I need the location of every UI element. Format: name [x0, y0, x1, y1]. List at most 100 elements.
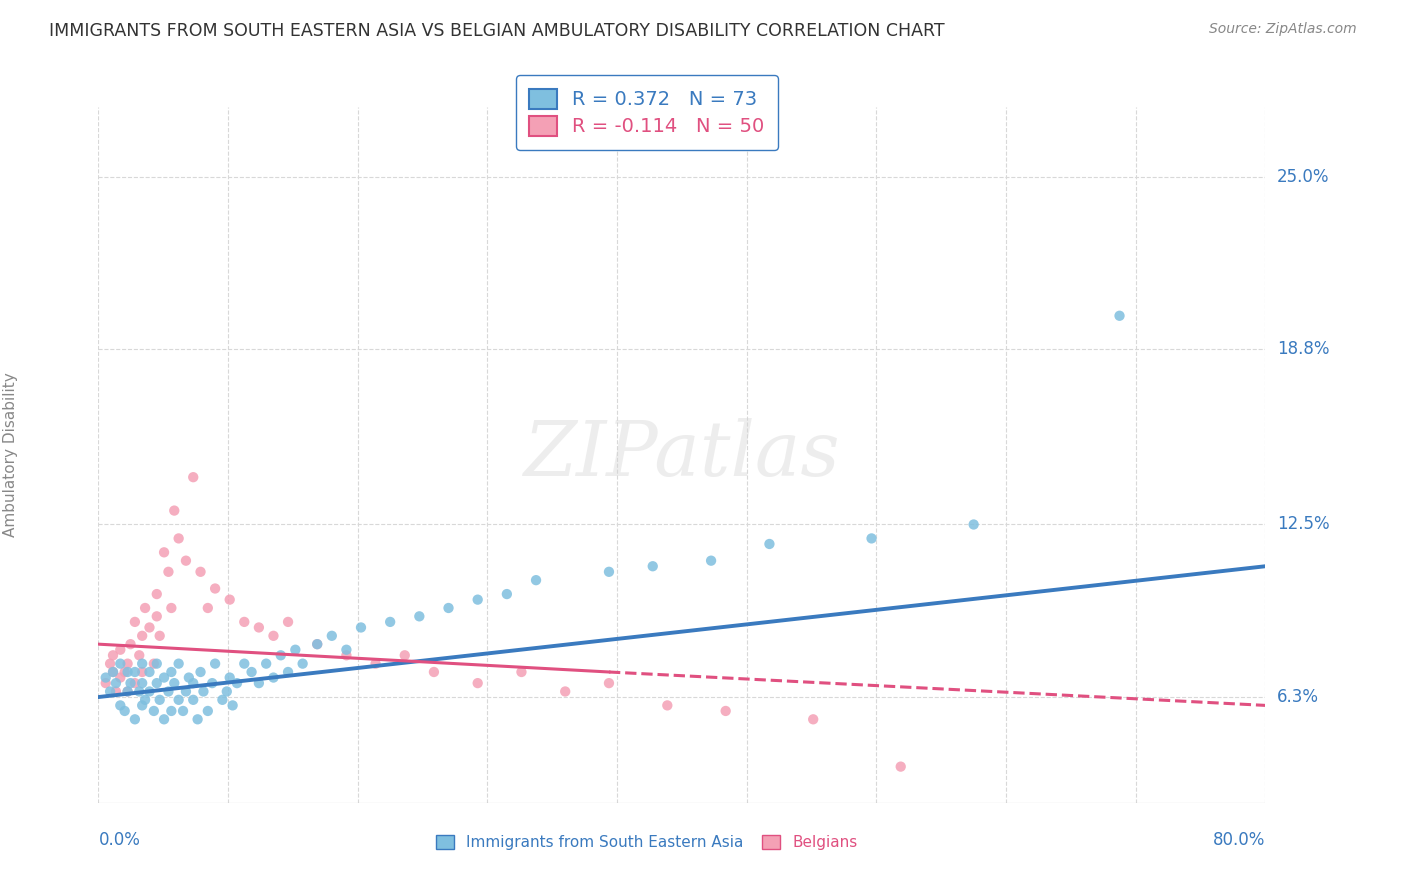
Point — [181, 676, 204, 690]
Point — [120, 637, 142, 651]
Point — [167, 657, 190, 671]
Point — [291, 657, 314, 671]
Point — [153, 545, 176, 559]
Point — [467, 676, 489, 690]
Point — [138, 684, 160, 698]
Point — [128, 684, 150, 698]
Point — [153, 671, 176, 685]
Text: ZIPatlas: ZIPatlas — [523, 418, 841, 491]
Point — [204, 657, 226, 671]
Point — [335, 642, 357, 657]
Point — [157, 565, 180, 579]
Point — [890, 759, 912, 773]
Point — [307, 637, 329, 651]
Point — [138, 665, 160, 679]
Point — [254, 657, 277, 671]
Point — [394, 648, 416, 663]
Point — [134, 601, 156, 615]
Point — [104, 676, 127, 690]
Point — [167, 693, 190, 707]
Point — [146, 609, 169, 624]
Point — [131, 657, 153, 671]
Point — [467, 592, 489, 607]
Text: 12.5%: 12.5% — [1277, 516, 1330, 533]
Point — [160, 704, 183, 718]
Point — [700, 554, 723, 568]
Point — [146, 587, 169, 601]
Point — [114, 704, 136, 718]
Legend: Immigrants from South Eastern Asia, Belgians: Immigrants from South Eastern Asia, Belg… — [429, 828, 866, 858]
Point — [163, 503, 186, 517]
Point — [321, 629, 343, 643]
Point — [190, 665, 212, 679]
Point — [181, 693, 204, 707]
Point — [101, 665, 124, 679]
Point — [233, 657, 256, 671]
Point — [201, 676, 224, 690]
Point — [284, 642, 307, 657]
Point — [270, 648, 292, 663]
Point — [226, 676, 249, 690]
Point — [277, 615, 299, 629]
Text: IMMIGRANTS FROM SOUTH EASTERN ASIA VS BELGIAN AMBULATORY DISABILITY CORRELATION : IMMIGRANTS FROM SOUTH EASTERN ASIA VS BE… — [49, 22, 945, 40]
Text: 80.0%: 80.0% — [1213, 830, 1265, 848]
Point — [117, 665, 139, 679]
Point — [101, 648, 124, 663]
Point — [190, 565, 212, 579]
Point — [221, 698, 243, 713]
Point — [408, 609, 430, 624]
Point — [167, 532, 190, 546]
Point — [641, 559, 664, 574]
Point — [758, 537, 780, 551]
Point — [714, 704, 737, 718]
Point — [437, 601, 460, 615]
Point — [277, 665, 299, 679]
Point — [120, 676, 142, 690]
Point — [247, 676, 270, 690]
Point — [110, 671, 132, 685]
Point — [124, 665, 146, 679]
Point — [860, 532, 883, 546]
Point — [98, 657, 121, 671]
Text: 18.8%: 18.8% — [1277, 340, 1330, 359]
Point — [233, 615, 256, 629]
Point — [380, 615, 402, 629]
Point — [187, 712, 209, 726]
Point — [110, 642, 132, 657]
Point — [172, 704, 194, 718]
Point — [131, 665, 153, 679]
Text: Source: ZipAtlas.com: Source: ZipAtlas.com — [1209, 22, 1357, 37]
Point — [204, 582, 226, 596]
Point — [110, 698, 132, 713]
Point — [307, 637, 329, 651]
Point — [193, 684, 215, 698]
Point — [197, 704, 219, 718]
Point — [142, 704, 165, 718]
Point — [94, 671, 117, 685]
Point — [364, 657, 387, 671]
Point — [131, 698, 153, 713]
Point — [657, 698, 679, 713]
Text: Ambulatory Disability: Ambulatory Disability — [3, 373, 18, 537]
Point — [160, 601, 183, 615]
Point — [117, 657, 139, 671]
Point — [124, 615, 146, 629]
Point — [554, 684, 576, 698]
Point — [134, 693, 156, 707]
Point — [218, 592, 240, 607]
Point — [153, 712, 176, 726]
Point — [247, 620, 270, 634]
Point — [114, 665, 136, 679]
Text: 0.0%: 0.0% — [98, 830, 141, 848]
Point — [124, 676, 146, 690]
Point — [104, 684, 127, 698]
Point — [510, 665, 533, 679]
Point — [423, 665, 446, 679]
Point — [262, 671, 284, 685]
Point — [211, 693, 233, 707]
Point — [218, 671, 240, 685]
Point — [1108, 309, 1130, 323]
Point — [131, 676, 153, 690]
Point — [138, 620, 160, 634]
Point — [181, 470, 204, 484]
